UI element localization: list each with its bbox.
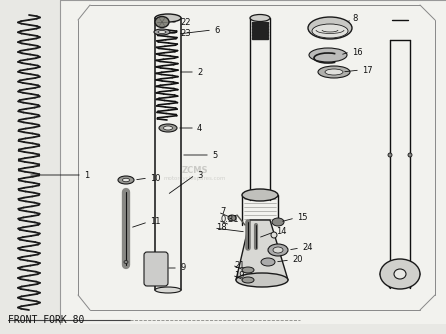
Ellipse shape (242, 277, 254, 283)
Polygon shape (60, 0, 446, 324)
Text: 9: 9 (180, 264, 185, 273)
Ellipse shape (273, 247, 283, 253)
Text: 0.31: 0.31 (220, 215, 239, 224)
Text: 2: 2 (197, 67, 202, 76)
Ellipse shape (309, 48, 347, 62)
Text: 24: 24 (302, 243, 313, 253)
Text: 14: 14 (276, 227, 286, 236)
Text: 4: 4 (197, 124, 202, 133)
Text: 6: 6 (214, 25, 219, 34)
Ellipse shape (159, 124, 177, 132)
Bar (252, 24, 268, 27)
Ellipse shape (228, 215, 236, 221)
Text: 19: 19 (234, 271, 244, 280)
Text: 23: 23 (180, 28, 190, 37)
Ellipse shape (164, 126, 173, 130)
Text: 22: 22 (180, 17, 190, 26)
Ellipse shape (155, 14, 181, 22)
Text: 21: 21 (234, 261, 244, 270)
Ellipse shape (325, 69, 343, 75)
Text: 3: 3 (197, 170, 202, 179)
Text: FRONT FORK 80: FRONT FORK 80 (8, 315, 84, 325)
Text: 5: 5 (212, 151, 217, 160)
Bar (252, 30, 268, 33)
Bar (252, 27, 268, 30)
Ellipse shape (318, 66, 350, 78)
Ellipse shape (250, 14, 270, 21)
Text: ZCMS: ZCMS (182, 166, 208, 174)
Ellipse shape (272, 218, 284, 226)
Text: 18: 18 (216, 223, 227, 232)
Ellipse shape (312, 24, 348, 38)
Text: 17: 17 (362, 65, 372, 74)
Ellipse shape (242, 267, 254, 273)
Text: motorcyclespares.com: motorcyclespares.com (164, 175, 226, 180)
Text: 11: 11 (150, 217, 161, 226)
Text: 1: 1 (84, 170, 89, 179)
Ellipse shape (155, 287, 181, 293)
Bar (252, 33, 268, 36)
Ellipse shape (380, 259, 420, 289)
Ellipse shape (123, 178, 129, 182)
Ellipse shape (408, 153, 412, 157)
Text: 10: 10 (150, 173, 161, 182)
Text: 20: 20 (292, 256, 302, 265)
Text: 15: 15 (297, 213, 307, 222)
Bar (252, 21, 268, 24)
Bar (252, 36, 268, 39)
Ellipse shape (261, 258, 275, 266)
Ellipse shape (124, 261, 128, 264)
FancyBboxPatch shape (144, 252, 168, 286)
Ellipse shape (394, 269, 406, 279)
Text: 8: 8 (352, 13, 357, 22)
Polygon shape (236, 220, 288, 280)
Text: 7: 7 (220, 207, 225, 216)
Ellipse shape (388, 153, 392, 157)
Ellipse shape (236, 273, 288, 287)
Ellipse shape (268, 244, 288, 256)
Ellipse shape (118, 176, 134, 184)
Ellipse shape (308, 17, 352, 39)
Text: 16: 16 (352, 47, 363, 56)
Ellipse shape (154, 29, 170, 35)
Ellipse shape (158, 30, 166, 33)
Ellipse shape (242, 189, 278, 201)
Ellipse shape (271, 232, 277, 238)
Ellipse shape (155, 16, 169, 27)
